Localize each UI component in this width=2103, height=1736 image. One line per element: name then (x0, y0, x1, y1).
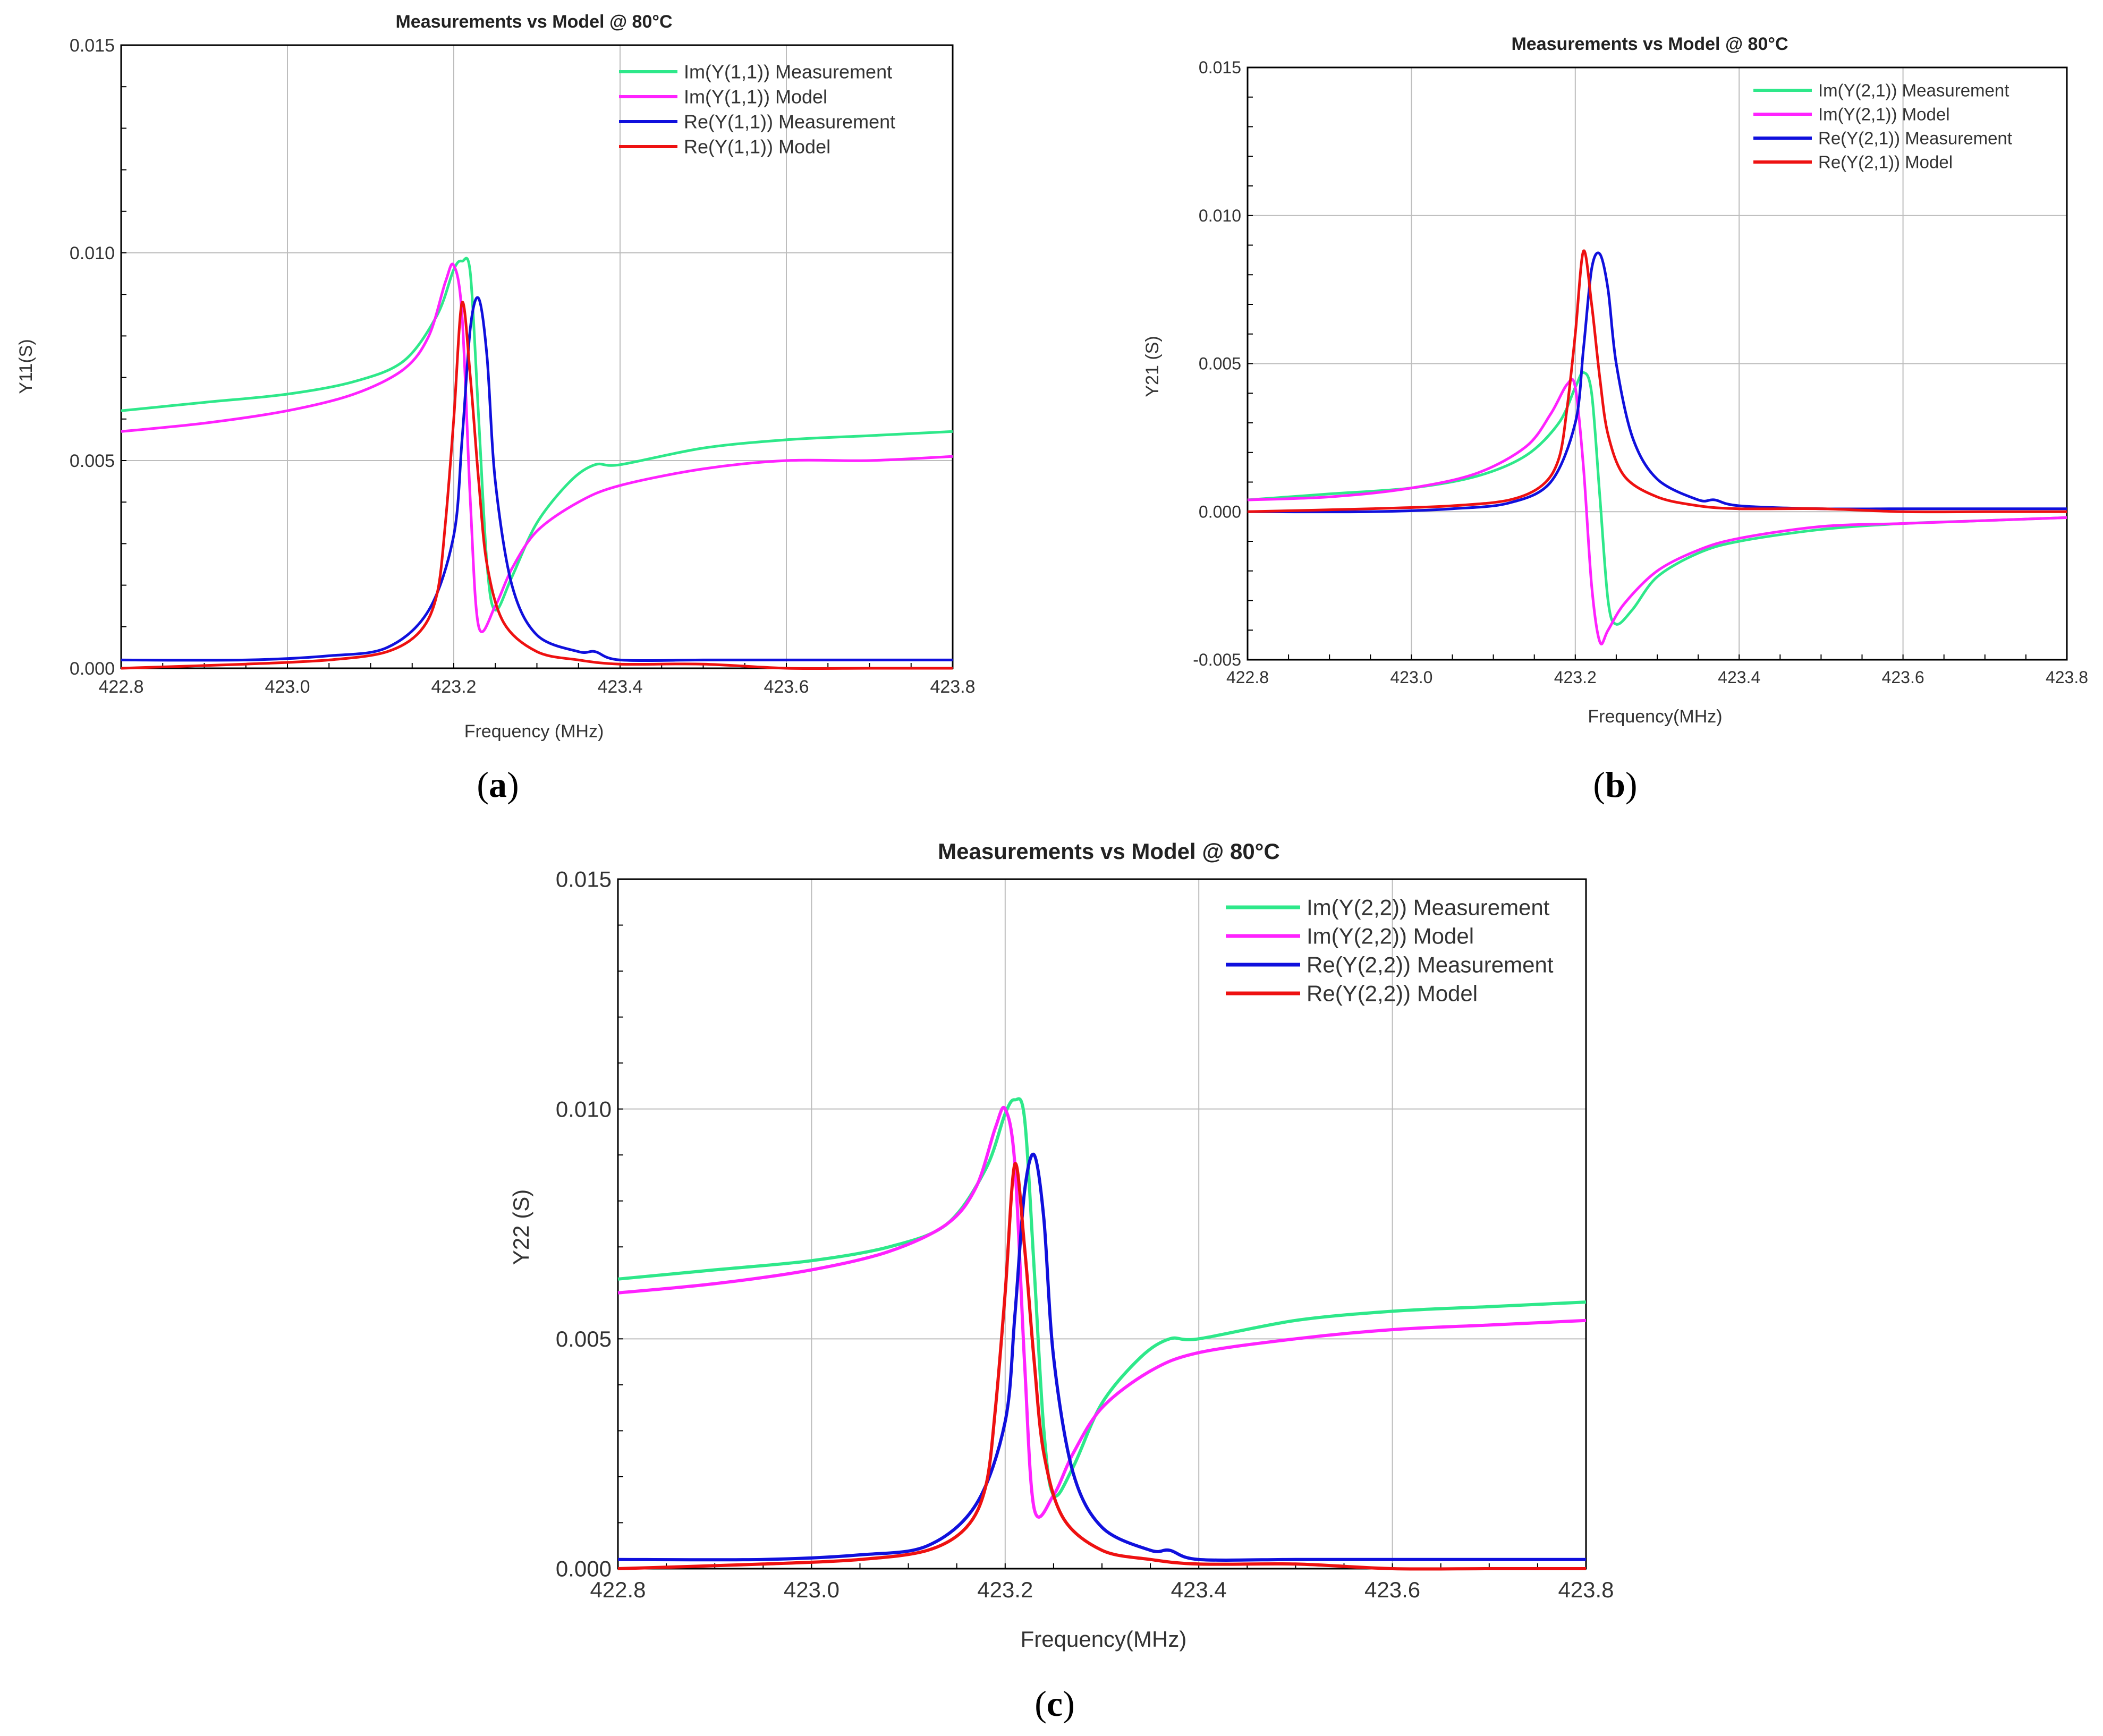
caption-letter: b (1605, 764, 1625, 805)
legend: Im(Y(1,1)) Measurement Im(Y(1,1)) Model Re… (619, 61, 895, 158)
series-line-im-measurement (1247, 371, 2067, 626)
plot-area: 422.8 423.0 423.2 423.4 423.6 423.8 0.000 0.005… (70, 36, 976, 697)
series-line-re-measurement (121, 296, 953, 662)
panel-caption: (c) (1034, 1683, 1075, 1724)
series-line-im-measurement (617, 1097, 1587, 1498)
x-tick-label: 422.8 (98, 677, 143, 697)
x-tick-label: 423.6 (1882, 668, 1924, 687)
x-tick-label: 423.4 (597, 677, 642, 697)
chart-panel-b: Measurements vs Model @ 80°C 422.8 423.0 4… (1142, 34, 2088, 805)
x-tick-label: 423.6 (1364, 1577, 1420, 1602)
series-line-im-model (1247, 378, 2067, 645)
legend-label: Re(Y(2,2)) Model (1307, 981, 1478, 1006)
chart-title: Measurements vs Model @ 80°C (395, 12, 672, 32)
x-tick-label: 423.2 (431, 677, 476, 697)
x-tick-label: 423.0 (265, 677, 310, 697)
x-tick-label: 422.8 (1226, 668, 1269, 687)
caption-letter: c (1047, 1683, 1063, 1724)
x-tick-label: 423.4 (1718, 668, 1760, 687)
x-tick-label: 423.8 (1558, 1577, 1614, 1602)
series-line-re-measurement (617, 1152, 1586, 1562)
legend: Im(Y(2,1)) Measurement Im(Y(2,1)) Model Re… (1753, 81, 2012, 172)
caption-letter: a (489, 764, 507, 805)
y-tick-label: 0.000 (1199, 502, 1241, 521)
y-tick-label: 0.000 (70, 659, 115, 679)
y-axis-label: Y22 (S) (508, 1189, 533, 1265)
legend-label: Re(Y(2,2)) Measurement (1307, 952, 1554, 977)
legend-label: Re(Y(1,1)) Measurement (684, 111, 895, 133)
legend: Im(Y(2,2)) Measurement Im(Y(2,2)) Model Re… (1226, 895, 1554, 1006)
x-tick-label: 423.4 (1171, 1577, 1227, 1602)
legend-label: Re(Y(2,1)) Model (1818, 152, 1953, 172)
legend-label: Re(Y(2,1)) Measurement (1818, 129, 2012, 148)
y-tick-label: 0.005 (70, 451, 115, 471)
y-tick-label: 0.000 (556, 1556, 612, 1581)
x-tick-label: 422.8 (590, 1577, 646, 1602)
series-line-im-measurement (121, 257, 953, 611)
plot-area: 422.8 423.0 423.2 423.4 423.6 423.8 0.000 0.005… (556, 867, 1614, 1602)
legend-label: Re(Y(1,1)) Model (684, 136, 830, 158)
chart-title: Measurements vs Model @ 80°C (1511, 34, 1788, 54)
y-tick-label: 0.010 (70, 243, 115, 263)
plot-area: 422.8 423.0 423.2 423.4 423.6 423.8 -0.005 0.00… (1193, 58, 2088, 687)
x-tick-label: 423.0 (1390, 668, 1432, 687)
series-line-re-model (1247, 249, 2067, 514)
x-axis-label: Frequency (MHz) (464, 721, 604, 742)
y-tick-label: -0.005 (1193, 650, 1241, 669)
y-tick-label: 0.015 (556, 867, 612, 892)
chart-panel-a: Measurements vs Model @ 80°C 422.8 423.0 4… (16, 12, 976, 805)
legend-label: Im(Y(1,1)) Model (684, 86, 827, 108)
legend-label: Im(Y(2,2)) Model (1307, 924, 1474, 949)
y-tick-label: 0.010 (556, 1096, 612, 1121)
plot-frame (1246, 66, 2068, 661)
x-axis-label: Frequency(MHz) (1588, 707, 1722, 727)
x-tick-label: 423.2 (977, 1577, 1033, 1602)
plot-frame (120, 44, 954, 669)
y-axis-label: Y21 (S) (1142, 336, 1163, 397)
legend-label: Im(Y(1,1)) Measurement (684, 61, 892, 83)
series-line-im-model (121, 262, 953, 633)
y-tick-label: 0.015 (70, 36, 115, 56)
y-tick-label: 0.005 (1199, 354, 1241, 373)
panel-caption: (a) (477, 764, 519, 805)
x-tick-label: 423.8 (930, 677, 975, 697)
plot-frame (617, 878, 1587, 1570)
x-tick-label: 423.8 (2046, 668, 2088, 687)
x-tick-label: 423.6 (764, 677, 809, 697)
legend-label: Im(Y(2,2)) Measurement (1307, 895, 1550, 920)
series-line-re-model (617, 1162, 1586, 1571)
legend-label: Im(Y(2,1)) Model (1818, 105, 1950, 124)
panel-caption: (b) (1593, 764, 1637, 805)
y-axis-label: Y11(S) (16, 339, 36, 394)
y-tick-label: 0.005 (556, 1326, 612, 1351)
y-tick-label: 0.015 (1199, 58, 1241, 77)
x-tick-label: 423.2 (1554, 668, 1597, 687)
y-tick-label: 0.010 (1199, 206, 1241, 225)
x-tick-label: 423.0 (784, 1577, 839, 1602)
chart-title: Measurements vs Model @ 80°C (938, 839, 1280, 864)
legend-label: Im(Y(2,1)) Measurement (1818, 81, 2009, 100)
series-line-im-model (617, 1106, 1587, 1519)
chart-panel-c: Measurements vs Model @ 80°C 422.8 423.0 4… (508, 839, 1614, 1724)
x-axis-label: Frequency(MHz) (1021, 1627, 1187, 1652)
series-line-re-model (121, 301, 953, 670)
